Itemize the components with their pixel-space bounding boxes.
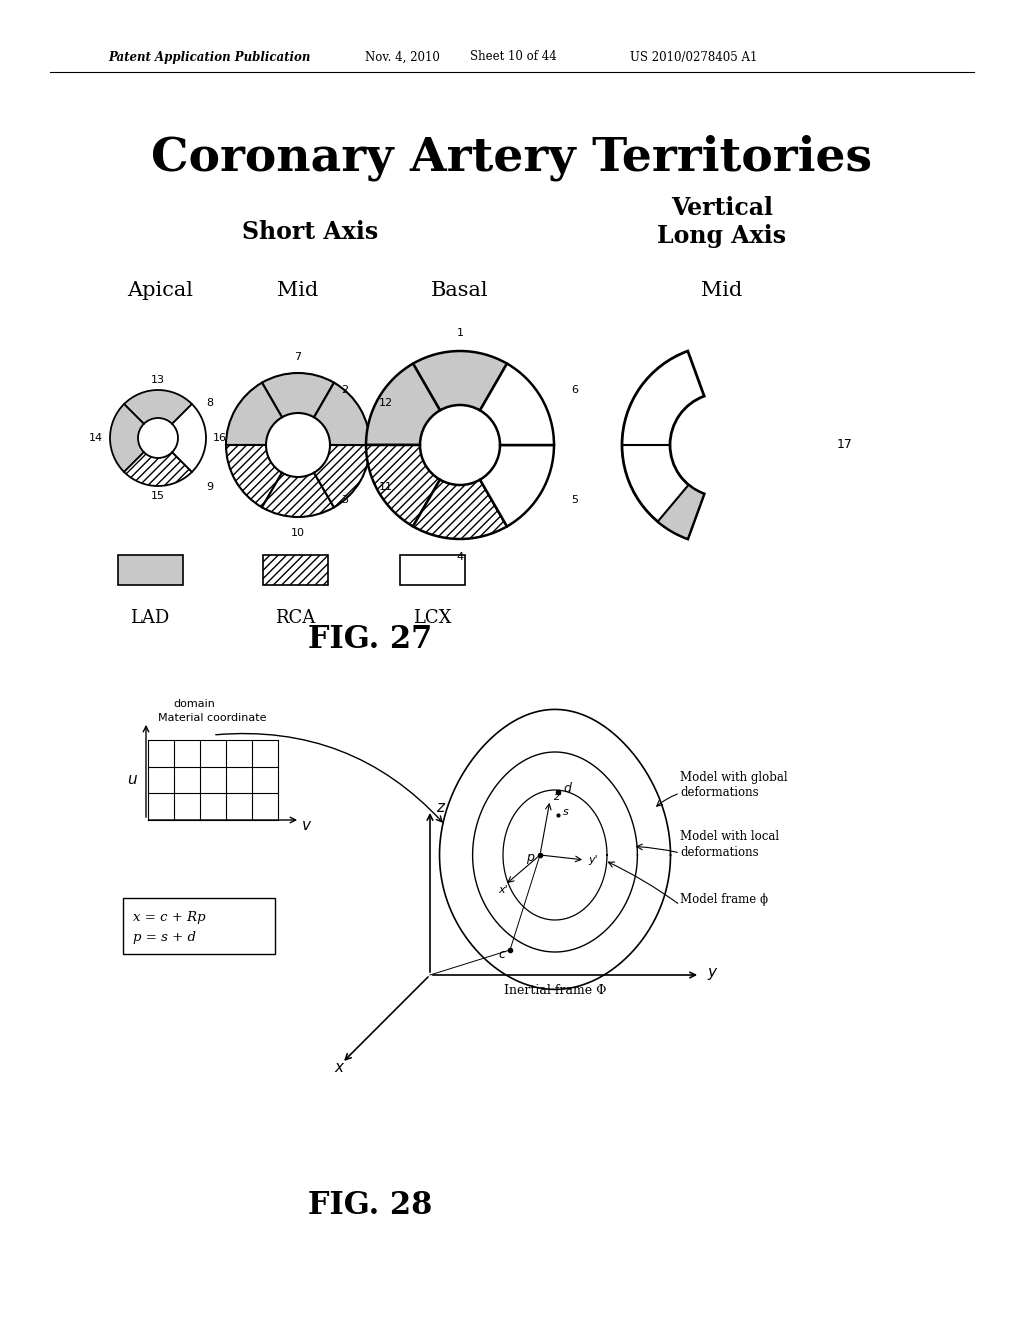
Wedge shape (262, 374, 334, 417)
Wedge shape (226, 445, 282, 507)
Text: Nov. 4, 2010: Nov. 4, 2010 (365, 50, 440, 63)
Text: Model frame ϕ: Model frame ϕ (680, 894, 768, 907)
Text: LCX: LCX (413, 609, 452, 627)
FancyBboxPatch shape (400, 554, 465, 585)
Text: 4: 4 (457, 552, 464, 562)
Wedge shape (366, 445, 440, 527)
Text: 2: 2 (341, 385, 348, 395)
Text: Inertial frame Φ: Inertial frame Φ (504, 983, 606, 997)
Wedge shape (172, 404, 206, 473)
Wedge shape (262, 473, 334, 517)
Wedge shape (226, 383, 282, 445)
Text: US 2010/0278405 A1: US 2010/0278405 A1 (630, 50, 758, 63)
Text: x: x (334, 1060, 343, 1074)
Text: p = s + d: p = s + d (133, 932, 196, 945)
Text: domain: domain (173, 700, 215, 709)
Text: x = c + Rp: x = c + Rp (133, 912, 206, 924)
Text: y: y (707, 965, 716, 981)
Text: s: s (563, 807, 568, 817)
Text: 14: 14 (89, 433, 103, 444)
Text: Patent Application Publication: Patent Application Publication (108, 50, 310, 63)
Wedge shape (124, 453, 191, 486)
Text: Material coordinate: Material coordinate (158, 713, 266, 723)
Text: v: v (301, 817, 310, 833)
Text: 12: 12 (379, 399, 393, 408)
Text: 3: 3 (341, 495, 348, 506)
FancyBboxPatch shape (118, 554, 183, 585)
Text: Mid: Mid (701, 281, 742, 300)
Text: RCA: RCA (274, 609, 315, 627)
Text: 1: 1 (457, 327, 464, 338)
Text: y': y' (588, 855, 598, 865)
Text: FIG. 28: FIG. 28 (308, 1189, 432, 1221)
Wedge shape (413, 479, 507, 539)
Text: 13: 13 (151, 375, 165, 385)
Text: 7: 7 (295, 352, 301, 362)
Text: FIG. 27: FIG. 27 (308, 624, 432, 656)
Text: Vertical
Long Axis: Vertical Long Axis (657, 197, 786, 248)
Text: 11: 11 (379, 482, 393, 492)
Text: Model with local
deformations: Model with local deformations (680, 830, 779, 859)
Wedge shape (657, 484, 705, 539)
Wedge shape (366, 363, 440, 445)
Text: p: p (526, 850, 534, 863)
Text: 16: 16 (213, 433, 227, 444)
Text: 15: 15 (151, 491, 165, 502)
FancyBboxPatch shape (123, 898, 275, 954)
Text: 6: 6 (571, 385, 579, 395)
Text: d: d (563, 781, 570, 795)
Text: z: z (436, 800, 444, 814)
Wedge shape (124, 389, 191, 424)
Wedge shape (413, 351, 507, 411)
Wedge shape (480, 445, 554, 527)
Text: u: u (127, 772, 137, 788)
Wedge shape (314, 383, 370, 445)
Wedge shape (622, 351, 705, 539)
Text: 17: 17 (837, 438, 853, 451)
Text: z': z' (553, 792, 562, 803)
Text: Mid: Mid (278, 281, 318, 300)
Text: Basal: Basal (431, 281, 488, 300)
Text: 5: 5 (571, 495, 579, 506)
Text: x': x' (498, 884, 508, 895)
Wedge shape (314, 445, 370, 507)
Text: Model with global
deformations: Model with global deformations (680, 771, 787, 800)
Text: 9: 9 (207, 482, 214, 492)
Wedge shape (110, 404, 143, 473)
Text: Short Axis: Short Axis (242, 220, 378, 244)
Text: Sheet 10 of 44: Sheet 10 of 44 (470, 50, 557, 63)
Text: Apical: Apical (127, 281, 193, 300)
FancyBboxPatch shape (263, 554, 328, 585)
Text: LAD: LAD (130, 609, 170, 627)
Text: c: c (498, 949, 505, 961)
Text: 10: 10 (291, 528, 305, 539)
Wedge shape (480, 363, 554, 445)
Text: 8: 8 (207, 399, 214, 408)
Text: Coronary Artery Territories: Coronary Artery Territories (152, 135, 872, 181)
